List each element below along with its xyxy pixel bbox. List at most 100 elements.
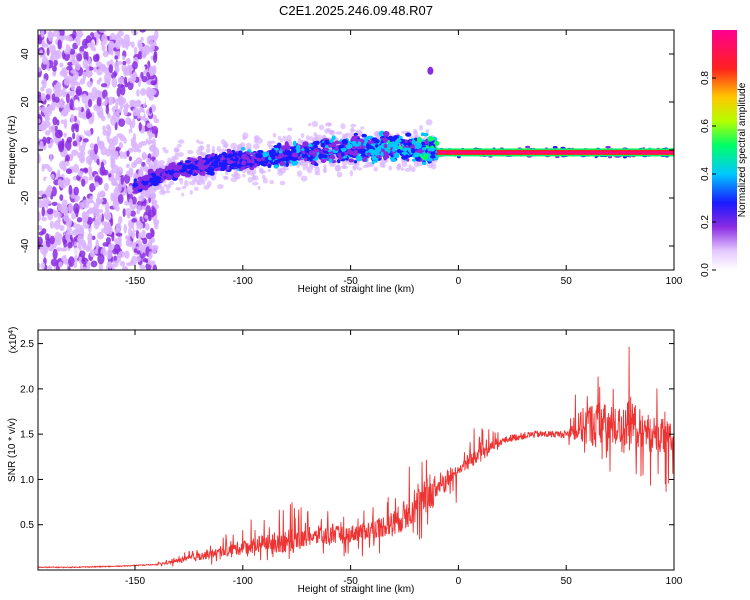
heatmap-x-axis-label: Height of straight line (km) bbox=[298, 284, 415, 295]
heatmap-noise-mark bbox=[73, 256, 80, 263]
heatmap-halo-mark bbox=[224, 143, 229, 148]
heatmap-halo-mark bbox=[252, 181, 259, 186]
heatmap-noise-mark bbox=[88, 165, 93, 177]
heatmap-band-mark bbox=[240, 146, 246, 151]
heatmap-halo-mark bbox=[177, 152, 184, 157]
heatmap-noise-mark bbox=[68, 203, 74, 214]
heatmap-halo-mark bbox=[252, 175, 259, 181]
heatmap-halo-mark bbox=[362, 164, 369, 168]
snr-y-tick-label: 2.5 bbox=[20, 339, 34, 350]
heatmap-noise-mark bbox=[65, 154, 70, 162]
heatmap-noise-mark bbox=[38, 106, 42, 111]
heatmap-halo-mark bbox=[296, 170, 303, 177]
heatmap-y-tick-label: 0 bbox=[20, 147, 31, 153]
heatmap-band-mark bbox=[249, 166, 255, 171]
heatmap-halo-mark bbox=[349, 169, 353, 177]
heatmap-noise-mark bbox=[46, 208, 54, 215]
heatmap-halo-mark bbox=[173, 147, 180, 152]
heatmap-band-mark bbox=[337, 159, 341, 164]
heatmap-band-mark bbox=[394, 145, 400, 150]
heatmap-halo-mark bbox=[230, 177, 238, 183]
heatmap-noise-mark bbox=[38, 211, 42, 222]
heatmap-noise-mark bbox=[126, 150, 130, 157]
heatmap-noise-mark bbox=[123, 223, 127, 234]
heatmap-band-mark bbox=[313, 148, 320, 153]
heatmap-noise-mark bbox=[86, 112, 93, 118]
heatmap-noise-mark bbox=[67, 241, 73, 249]
snr-y-tick-label: 1.5 bbox=[20, 430, 34, 441]
snr-series-line bbox=[38, 346, 674, 569]
heatmap-band-mark bbox=[269, 149, 275, 153]
heatmap-noise-mark bbox=[96, 158, 100, 165]
heatmap-noise-mark bbox=[61, 255, 67, 262]
heatmap-noise-mark bbox=[38, 225, 42, 231]
snr-x-tick-label: 0 bbox=[456, 576, 462, 587]
heatmap-noise-mark bbox=[136, 89, 140, 97]
heatmap-noise-mark bbox=[100, 115, 106, 122]
heatmap-noise-mark bbox=[76, 32, 84, 37]
heatmap-band-mark bbox=[401, 151, 408, 155]
heatmap-band-mark bbox=[312, 152, 317, 158]
heatmap-noise-mark bbox=[112, 198, 117, 209]
heatmap-halo-mark bbox=[425, 119, 433, 126]
heatmap-noise-mark bbox=[92, 190, 97, 202]
heatmap-noise-mark bbox=[97, 231, 105, 240]
heatmap-halo-mark bbox=[247, 176, 254, 183]
heatmap-noise-mark bbox=[103, 182, 109, 192]
heatmap-band-mark bbox=[401, 155, 408, 160]
heatmap-noise-mark bbox=[59, 225, 65, 232]
heatmap-noise-mark bbox=[57, 216, 61, 224]
heatmap-noise-mark bbox=[81, 38, 89, 50]
heatmap-noise-mark bbox=[105, 104, 110, 115]
heatmap-noise-mark bbox=[129, 120, 134, 129]
heatmap-noise-mark bbox=[52, 30, 60, 38]
heatmap-noise-mark bbox=[82, 266, 88, 270]
heatmap-noise-mark bbox=[86, 64, 90, 76]
heatmap-noise-mark bbox=[154, 84, 159, 90]
heatmap-noise-mark bbox=[132, 143, 139, 153]
heatmap-noise-mark bbox=[120, 174, 125, 185]
heatmap-noise-mark bbox=[81, 211, 87, 220]
heatmap-halo-mark bbox=[176, 143, 182, 148]
heatmap-y-axis-label: Frequency (Hz) bbox=[7, 116, 18, 185]
heatmap-halo-mark bbox=[308, 136, 315, 142]
heatmap-band-mark bbox=[157, 167, 163, 174]
heatmap-line-halo-mark bbox=[623, 155, 627, 159]
heatmap-noise-mark bbox=[114, 33, 121, 40]
heatmap-noise-mark bbox=[124, 235, 129, 240]
heatmap-band-mark bbox=[184, 160, 192, 164]
heatmap-band-mark bbox=[411, 139, 416, 145]
heatmap-noise-mark bbox=[52, 65, 57, 72]
snr-marks bbox=[38, 346, 674, 569]
heatmap-halo-mark bbox=[193, 186, 199, 191]
heatmap-noise-mark bbox=[148, 239, 153, 250]
heatmap-noise-mark bbox=[65, 93, 70, 104]
heatmap-band-mark bbox=[301, 153, 308, 159]
heatmap-band-mark bbox=[362, 157, 367, 162]
heatmap-band-mark bbox=[214, 167, 220, 172]
heatmap-halo-mark bbox=[198, 141, 204, 145]
heatmap-band-mark bbox=[322, 147, 330, 151]
heatmap-noise-mark bbox=[124, 173, 131, 184]
heatmap-noise-mark bbox=[122, 208, 126, 218]
heatmap-noise-mark bbox=[72, 30, 77, 40]
heatmap-noise-mark bbox=[52, 50, 59, 61]
heatmap-band-mark bbox=[143, 175, 150, 179]
heatmap-band-mark bbox=[411, 158, 417, 162]
heatmap-noise-mark bbox=[108, 243, 115, 251]
heatmap-halo-mark bbox=[269, 180, 275, 185]
heatmap-band-mark bbox=[292, 148, 297, 154]
heatmap-halo-mark bbox=[388, 165, 393, 171]
heatmap-noise-mark bbox=[91, 95, 96, 102]
heatmap-noise-mark bbox=[79, 46, 85, 54]
heatmap-noise-mark bbox=[53, 210, 59, 218]
heatmap-noise-mark bbox=[49, 138, 55, 144]
heatmap-noise-mark bbox=[88, 175, 94, 181]
heatmap-marks bbox=[38, 30, 674, 270]
heatmap-halo-mark bbox=[242, 132, 249, 140]
heatmap-halo-mark bbox=[257, 185, 261, 190]
heatmap-noise-mark bbox=[135, 100, 142, 108]
heatmap-halo-mark bbox=[158, 160, 165, 165]
heatmap-band-mark bbox=[347, 143, 353, 149]
heatmap-noise-mark bbox=[59, 97, 65, 109]
